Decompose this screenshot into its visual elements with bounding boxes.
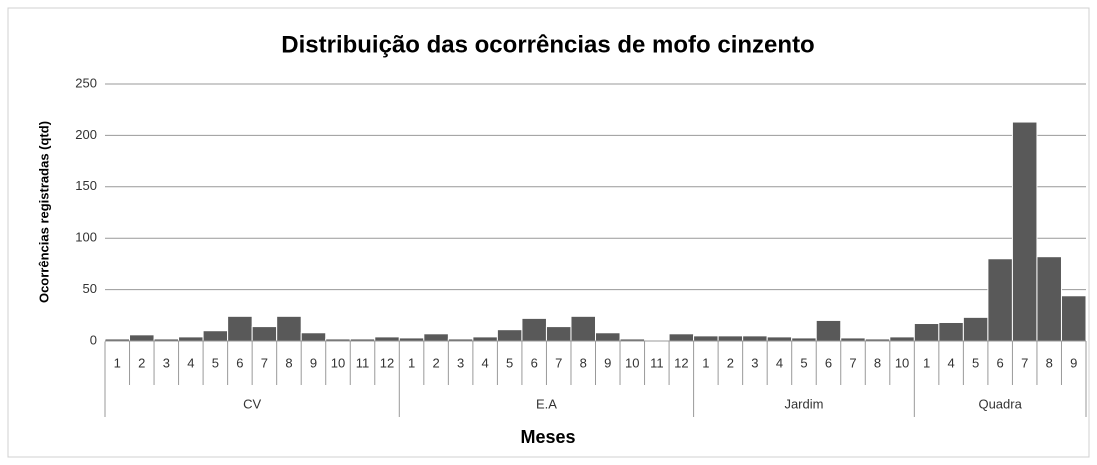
x-tick-label: 5 xyxy=(972,355,979,370)
x-tick-label: 8 xyxy=(285,355,292,370)
bar xyxy=(496,329,523,342)
bar xyxy=(889,336,915,342)
x-tick-label: 1 xyxy=(923,355,930,370)
bar xyxy=(374,336,400,342)
bar xyxy=(129,334,155,342)
bar xyxy=(693,335,719,342)
x-tick-label: 8 xyxy=(1046,355,1053,370)
x-tick-label: 3 xyxy=(457,355,464,370)
x-tick-label: 4 xyxy=(482,355,489,370)
x-tick-label: 6 xyxy=(236,355,243,370)
group-label: E.A xyxy=(536,396,557,411)
bar xyxy=(1011,121,1038,342)
bar xyxy=(300,332,327,342)
x-tick-label: 10 xyxy=(895,355,909,370)
x-tick-label: 12 xyxy=(674,355,688,370)
group-label: CV xyxy=(243,396,261,411)
y-tick-label: 150 xyxy=(75,178,97,193)
y-tick-label: 250 xyxy=(75,75,97,90)
bar xyxy=(545,326,572,342)
y-tick-label: 0 xyxy=(90,332,97,347)
bar xyxy=(472,336,498,342)
y-tick-label: 100 xyxy=(75,230,97,245)
bar xyxy=(1060,295,1087,342)
x-tick-label: 1 xyxy=(702,355,709,370)
x-tick-label: 8 xyxy=(580,355,587,370)
x-tick-label: 6 xyxy=(997,355,1004,370)
x-axis-label: Meses xyxy=(520,427,575,447)
x-tick-label: 11 xyxy=(356,355,370,370)
bar xyxy=(913,323,940,342)
x-tick-label: 4 xyxy=(947,355,954,370)
x-tick-label: 9 xyxy=(604,355,611,370)
bar xyxy=(1036,256,1062,342)
x-tick-label: 5 xyxy=(800,355,807,370)
x-tick-label: 11 xyxy=(650,355,664,370)
x-tick-label: 5 xyxy=(212,355,219,370)
bar xyxy=(227,315,253,342)
x-tick-label: 7 xyxy=(1021,355,1028,370)
x-tick-label: 12 xyxy=(380,355,394,370)
x-tick-label: 6 xyxy=(825,355,832,370)
bar xyxy=(938,321,964,342)
chart-border xyxy=(7,7,1090,458)
x-tick-label: 2 xyxy=(138,355,145,370)
x-tick-label: 10 xyxy=(331,355,345,370)
bar xyxy=(521,317,547,342)
x-tick-label: 10 xyxy=(625,355,639,370)
x-tick-label: 2 xyxy=(727,355,734,370)
x-tick-label: 6 xyxy=(531,355,538,370)
x-tick-label: 4 xyxy=(187,355,194,370)
bar xyxy=(595,332,621,342)
bar xyxy=(717,335,744,342)
bar xyxy=(276,315,302,342)
bar xyxy=(815,319,842,342)
x-tick-label: 4 xyxy=(776,355,783,370)
group-label: Quadra xyxy=(978,396,1022,411)
chart-title: Distribuição das ocorrências de mofo cin… xyxy=(281,31,814,58)
bar xyxy=(251,326,278,342)
x-tick-label: 8 xyxy=(874,355,881,370)
bar xyxy=(202,330,229,342)
x-tick-label: 3 xyxy=(163,355,170,370)
bar xyxy=(423,333,449,342)
y-tick-label: 50 xyxy=(83,281,97,296)
x-tick-label: 3 xyxy=(751,355,758,370)
y-tick-label: 200 xyxy=(75,127,97,142)
y-axis-label: Ocorrências registradas (qtd) xyxy=(36,121,51,303)
bar xyxy=(570,315,596,342)
bar xyxy=(987,258,1013,342)
x-tick-label: 9 xyxy=(310,355,317,370)
x-tick-label: 9 xyxy=(1070,355,1077,370)
bar xyxy=(668,333,695,342)
x-tick-label: 7 xyxy=(849,355,856,370)
bar xyxy=(766,336,793,342)
x-tick-label: 7 xyxy=(261,355,268,370)
x-tick-label: 5 xyxy=(506,355,513,370)
bar xyxy=(742,335,768,342)
bar xyxy=(178,336,204,342)
x-tick-label: 1 xyxy=(408,355,415,370)
x-tick-label: 2 xyxy=(432,355,439,370)
x-tick-label: 7 xyxy=(555,355,562,370)
x-tick-label: 1 xyxy=(114,355,121,370)
group-label: Jardim xyxy=(784,396,823,411)
bar xyxy=(962,316,989,342)
